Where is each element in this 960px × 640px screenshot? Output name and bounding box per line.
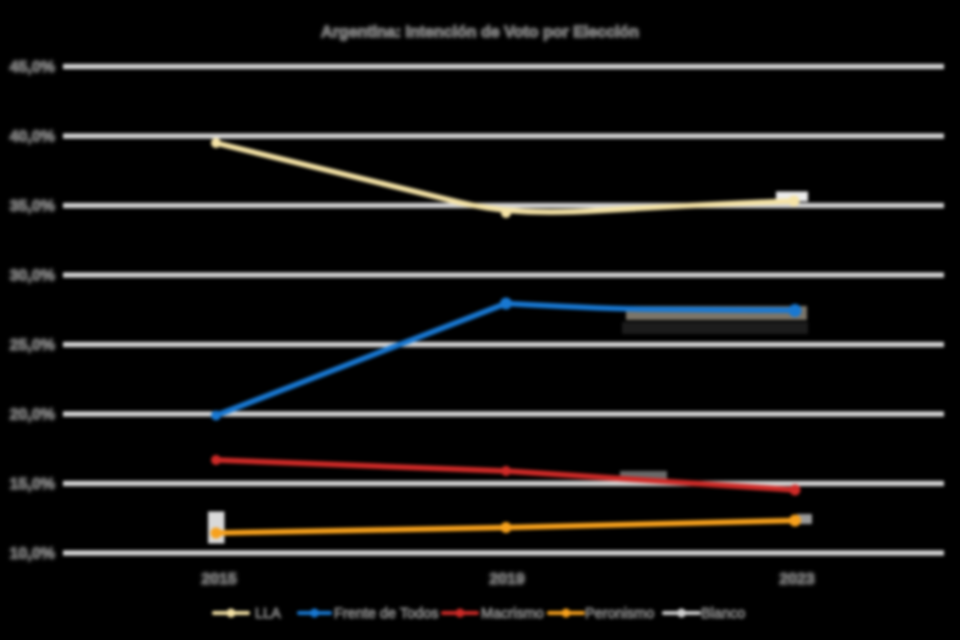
svg-text:20,0%: 20,0%: [10, 407, 55, 424]
svg-text:25,0%: 25,0%: [10, 337, 55, 354]
svg-text:10,0%: 10,0%: [10, 546, 55, 563]
svg-text:2015: 2015: [201, 571, 237, 588]
svg-text:2023: 2023: [779, 571, 815, 588]
svg-text:30,0%: 30,0%: [10, 268, 55, 285]
svg-text:Argentina: Intención de Voto p: Argentina: Intención de Voto por Elecció…: [321, 24, 639, 41]
svg-text:35,0%: 35,0%: [10, 198, 55, 215]
svg-text:45,0%: 45,0%: [10, 59, 55, 76]
svg-text:Blanco: Blanco: [701, 606, 745, 622]
svg-text:40,0%: 40,0%: [10, 129, 55, 146]
svg-text:2019: 2019: [489, 571, 525, 588]
svg-text:Frente de Todos: Frente de Todos: [334, 606, 439, 622]
svg-text:Peronismo: Peronismo: [585, 606, 654, 622]
svg-text:Macrismo: Macrismo: [481, 606, 544, 622]
svg-text:LLA: LLA: [255, 606, 281, 622]
svg-text:15,0%: 15,0%: [10, 476, 55, 493]
